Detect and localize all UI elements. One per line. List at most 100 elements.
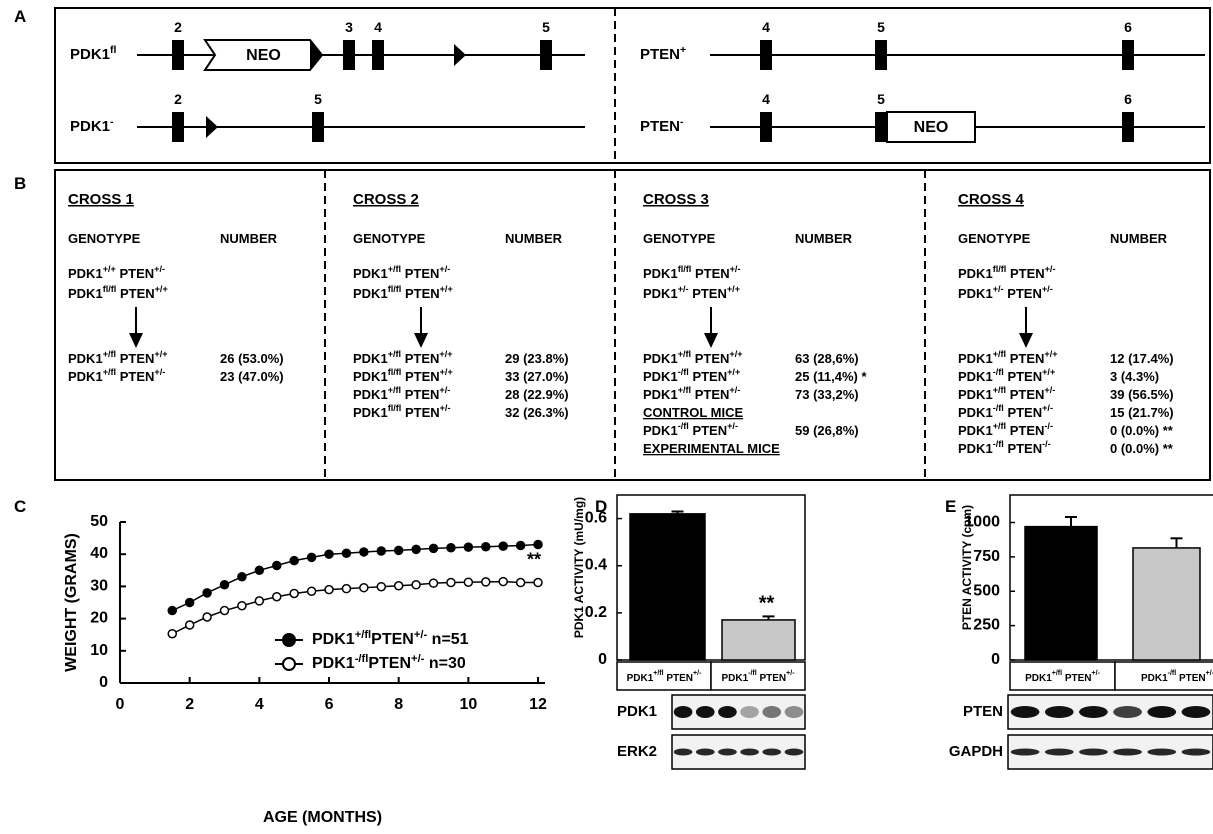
bar	[630, 514, 705, 660]
exon	[343, 40, 355, 70]
blot-band	[785, 706, 804, 718]
blot-label: PTEN	[963, 703, 1003, 720]
genotype: PDK1+/fl PTEN+/+	[68, 349, 168, 366]
column-header: NUMBER	[220, 231, 278, 246]
blot-band	[785, 749, 804, 756]
data-point	[168, 630, 176, 638]
data-point	[255, 597, 263, 605]
parent-genotype: PDK1fl/fl PTEN+/-	[958, 264, 1056, 281]
exon	[372, 40, 384, 70]
genotype: PDK1+/fl PTEN+/-	[353, 385, 450, 402]
x-axis-label: AGE (MONTHS)	[263, 809, 382, 826]
blot-band	[740, 706, 759, 718]
loxp-site	[454, 44, 466, 66]
blot-band	[1182, 749, 1211, 756]
blot-band	[718, 706, 737, 718]
legend-marker	[283, 634, 295, 646]
count: 28 (22.9%)	[505, 387, 569, 402]
exon	[875, 40, 887, 70]
count: 12 (17.4%)	[1110, 351, 1174, 366]
data-point	[430, 579, 438, 587]
data-point	[221, 581, 229, 589]
exon-number: 5	[314, 91, 322, 107]
annotation: **	[527, 549, 541, 569]
data-point	[430, 544, 438, 552]
annotation: **	[759, 593, 775, 615]
y-tick-label: 50	[90, 513, 108, 530]
count: 29 (23.8%)	[505, 351, 569, 366]
parent-genotype: PDK1+/- PTEN+/-	[958, 284, 1053, 301]
arrow-head	[414, 333, 428, 348]
legend-marker	[283, 658, 295, 670]
bar	[1133, 548, 1200, 660]
data-point	[499, 542, 507, 550]
genotype: PDK1-/fl PTEN-/-	[958, 439, 1051, 456]
exon-number: 4	[762, 19, 770, 35]
genotype: PDK1+/fl PTEN+/+	[353, 349, 453, 366]
arrow-head	[310, 40, 322, 70]
data-point	[308, 587, 316, 595]
data-point	[168, 607, 176, 615]
count: 0 (0.0%) **	[1110, 441, 1174, 456]
blot-band	[1113, 749, 1142, 756]
construct-label: PTEN+	[640, 44, 686, 63]
genotype: PDK1-/fl PTEN+/+	[958, 367, 1055, 384]
data-point	[447, 579, 455, 587]
y-axis-label: PDK1 ACTIVITY (mU/mg)	[572, 497, 586, 638]
data-point	[342, 549, 350, 557]
genotype: PDK1+/fl PTEN+/-	[643, 385, 740, 402]
blot-band	[1147, 749, 1176, 756]
exon	[172, 40, 184, 70]
blot-band	[1011, 706, 1040, 718]
column-header: GENOTYPE	[958, 231, 1031, 246]
data-point	[221, 607, 229, 615]
parent-genotype: PDK1+/+ PTEN+/-	[68, 264, 165, 281]
blot-band	[674, 749, 693, 756]
data-point	[395, 582, 403, 590]
data-point	[186, 621, 194, 629]
data-point	[273, 593, 281, 601]
exon	[1122, 112, 1134, 142]
y-tick-label: 40	[90, 545, 108, 562]
exon-number: 5	[877, 91, 885, 107]
count: 3 (4.3%)	[1110, 369, 1159, 384]
x-tick-label: 4	[255, 696, 264, 713]
blot-band	[696, 706, 715, 718]
x-tick-label: 0	[116, 696, 125, 713]
genotype: PDK1-/fl PTEN+/-	[643, 421, 738, 438]
data-point	[482, 578, 490, 586]
exon-number: 2	[174, 91, 182, 107]
panel-label: A	[14, 7, 26, 26]
data-point	[377, 547, 385, 555]
count: 63 (28,6%)	[795, 351, 859, 366]
data-point	[308, 553, 316, 561]
data-point	[186, 599, 194, 607]
y-tick-label: 0	[991, 651, 1000, 668]
bar	[1025, 527, 1097, 660]
blot-band	[718, 749, 737, 756]
legend-label: PDK1+/flPTEN+/- n=51	[312, 629, 469, 648]
count: 32 (26.3%)	[505, 405, 569, 420]
x-tick-label: 12	[529, 696, 547, 713]
x-tick-label: 2	[185, 696, 194, 713]
x-tick-label: PDK1+/fl PTEN+/-	[627, 670, 702, 684]
y-axis-label: PTEN ACTIVITY (cpm)	[960, 505, 974, 630]
y-tick-label: 250	[973, 617, 1000, 634]
data-point	[412, 581, 420, 589]
x-tick-label: 10	[459, 696, 477, 713]
series-line	[172, 545, 538, 611]
parent-genotype: PDK1fl/fl PTEN+/+	[68, 284, 168, 301]
neo-label: NEO	[914, 119, 949, 136]
data-point	[464, 543, 472, 551]
y-tick-label: 0.2	[585, 604, 607, 621]
data-point	[273, 561, 281, 569]
group-note: CONTROL MICE	[643, 405, 743, 420]
figure: ABCDEPDK1fl2345NEOPDK1-25PTEN+456PTEN-45…	[0, 0, 1213, 834]
data-point	[203, 613, 211, 621]
data-point	[412, 545, 420, 553]
exon	[760, 40, 772, 70]
blot-band	[762, 749, 781, 756]
data-point	[395, 546, 403, 554]
panel-label: E	[945, 497, 956, 516]
exon-number: 4	[374, 19, 382, 35]
